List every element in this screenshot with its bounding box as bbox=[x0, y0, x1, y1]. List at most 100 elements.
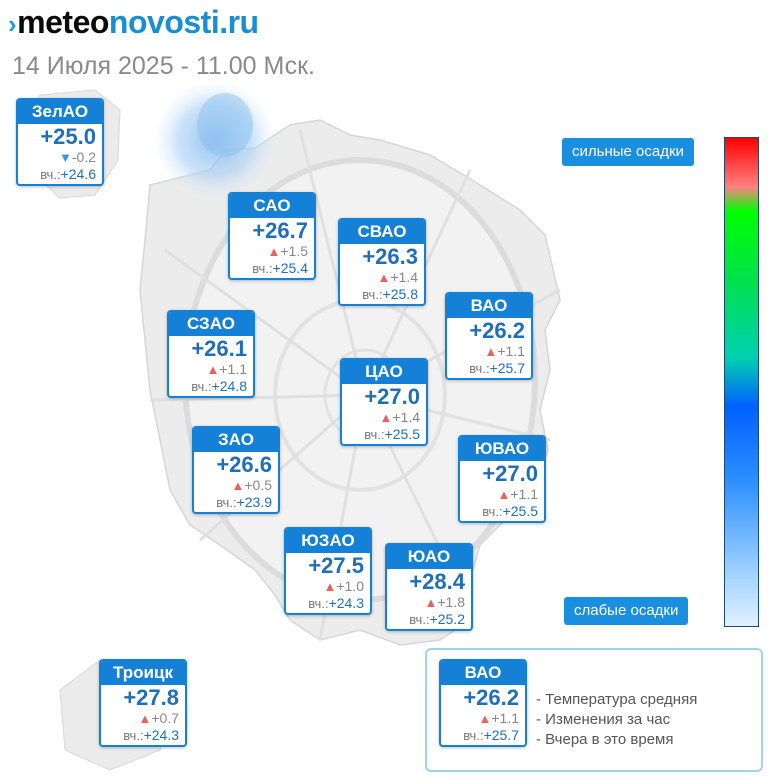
avg-temperature: +28.4 bbox=[409, 569, 465, 594]
district-card-sao: САО +26.7 ▲+1.5 вч.:+25.4 bbox=[228, 192, 316, 280]
up-arrow-icon: ▲ bbox=[379, 410, 393, 425]
avg-temperature: +26.3 bbox=[362, 244, 418, 269]
district-card-yuvao: ЮВАО +27.0 ▲+1.1 вч.:+25.5 bbox=[458, 435, 546, 523]
district-name: ЮВАО bbox=[460, 437, 544, 461]
district-name: ЦАО bbox=[342, 360, 426, 384]
scale-label-heavy: сильные осадки bbox=[562, 138, 694, 166]
avg-temperature: +26.7 bbox=[252, 218, 308, 243]
up-arrow-icon: ▲ bbox=[484, 344, 498, 359]
yesterday-temp: вч.:+25.5 bbox=[460, 502, 544, 521]
district-name: САО bbox=[230, 194, 314, 218]
yesterday-label: вч.: bbox=[40, 167, 61, 182]
yesterday-label: вч.: bbox=[364, 427, 385, 442]
yesterday-value: +25.8 bbox=[382, 286, 418, 302]
logo-mark-icon: › bbox=[8, 9, 17, 39]
district-name: ЗелАО bbox=[18, 100, 102, 124]
yesterday-temp: вч.:+25.5 bbox=[342, 425, 426, 444]
yesterday-value: +25.7 bbox=[489, 360, 525, 376]
district-name: ВАО bbox=[441, 661, 525, 685]
change-value: +1.1 bbox=[219, 361, 247, 377]
up-arrow-icon: ▲ bbox=[231, 478, 245, 493]
avg-temperature: +27.0 bbox=[364, 384, 420, 409]
logo-text-meteo: meteo bbox=[17, 4, 109, 40]
yesterday-value: +24.8 bbox=[211, 378, 247, 394]
hourly-change: ▲+1.4 bbox=[342, 409, 426, 425]
avg-temperature: +26.1 bbox=[191, 336, 247, 361]
district-card-vao: ВАО +26.2 ▲+1.1 вч.:+25.7 bbox=[445, 292, 533, 380]
yesterday-value: +25.4 bbox=[272, 260, 308, 276]
district-card-cao: ЦАО +27.0 ▲+1.4 вч.:+25.5 bbox=[340, 358, 428, 446]
up-arrow-icon: ▲ bbox=[323, 579, 337, 594]
change-value: +1.8 bbox=[437, 594, 465, 610]
avg-temperature: +26.2 bbox=[463, 685, 519, 710]
yesterday-temp: вч.:+24.6 bbox=[18, 165, 102, 184]
precipitation-color-scale bbox=[724, 137, 759, 627]
legend-item-hourly-change: - Изменения за час bbox=[536, 711, 671, 728]
district-card-zao: ЗАО +26.6 ▲+0.5 вч.:+23.9 bbox=[192, 426, 280, 514]
avg-temperature: +26.6 bbox=[216, 452, 272, 477]
change-value: +1.0 bbox=[336, 578, 364, 594]
yesterday-value: +24.3 bbox=[328, 595, 364, 611]
legend-descriptions: - Температура средняя - Изменения за час… bbox=[536, 690, 697, 750]
district-card-svao: СВАО +26.3 ▲+1.4 вч.:+25.8 bbox=[338, 218, 426, 306]
up-arrow-icon: ▲ bbox=[267, 244, 281, 259]
scale-label-light: слабые осадки bbox=[564, 597, 689, 625]
hourly-change: ▲+1.1 bbox=[441, 710, 525, 726]
district-card-yuzao: ЮЗАО +27.5 ▲+1.0 вч.:+24.3 bbox=[284, 527, 372, 615]
yesterday-temp: вч.:+24.3 bbox=[286, 594, 370, 613]
hourly-change: ▲+1.1 bbox=[460, 486, 544, 502]
yesterday-label: вч.: bbox=[469, 361, 490, 376]
up-arrow-icon: ▲ bbox=[478, 711, 492, 726]
logo-text-novosti: novosti bbox=[108, 4, 220, 40]
change-value: +0.5 bbox=[244, 477, 272, 493]
district-name: Троицк bbox=[101, 661, 185, 685]
yesterday-value: +24.6 bbox=[60, 166, 96, 182]
hourly-change: ▼-0.2 bbox=[18, 149, 102, 165]
district-card-szao: СЗАО +26.1 ▲+1.1 вч.:+24.8 bbox=[167, 310, 255, 398]
yesterday-temp: вч.:+25.8 bbox=[340, 285, 424, 304]
change-value: +1.1 bbox=[491, 710, 519, 726]
district-card-troitsk: Троицк +27.8 ▲+0.7 вч.:+24.3 bbox=[99, 659, 187, 747]
up-arrow-icon: ▲ bbox=[497, 487, 511, 502]
yesterday-temp: вч.:+24.3 bbox=[101, 726, 185, 745]
district-card-yuao: ЮАО +28.4 ▲+1.8 вч.:+25.2 bbox=[385, 543, 473, 631]
yesterday-value: +25.5 bbox=[384, 426, 420, 442]
legend-item-avg-temp: - Температура средняя bbox=[536, 691, 698, 708]
down-arrow-icon: ▼ bbox=[59, 150, 72, 165]
avg-temperature: +26.2 bbox=[469, 318, 525, 343]
district-name: ВАО bbox=[447, 294, 531, 318]
yesterday-value: +24.3 bbox=[143, 727, 179, 743]
yesterday-temp: вч.:+25.7 bbox=[447, 359, 531, 378]
hourly-change: ▲+1.1 bbox=[447, 343, 531, 359]
yesterday-value: +23.9 bbox=[236, 494, 272, 510]
change-value: +1.4 bbox=[392, 409, 420, 425]
yesterday-label: вч.: bbox=[409, 612, 430, 627]
up-arrow-icon: ▲ bbox=[138, 711, 152, 726]
district-card-zelao: ЗелАО +25.0 ▼-0.2 вч.:+24.6 bbox=[16, 98, 104, 186]
logo-text-domain: .ru bbox=[219, 4, 259, 40]
hourly-change: ▲+1.4 bbox=[340, 269, 424, 285]
district-name: ЮЗАО bbox=[286, 529, 370, 553]
yesterday-label: вч.: bbox=[482, 504, 503, 519]
yesterday-value: +25.5 bbox=[502, 503, 538, 519]
hourly-change: ▲+1.0 bbox=[286, 578, 370, 594]
hourly-change: ▲+1.5 bbox=[230, 243, 314, 259]
yesterday-label: вч.: bbox=[463, 728, 484, 743]
yesterday-label: вч.: bbox=[191, 379, 212, 394]
avg-temperature: +27.8 bbox=[123, 685, 179, 710]
avg-temperature: +27.5 bbox=[308, 553, 364, 578]
legend-sample-card: ВАО +26.2 ▲+1.1 вч.:+25.7 bbox=[439, 659, 527, 747]
change-value: +1.5 bbox=[280, 243, 308, 259]
report-date: 14 Июля 2025 - 11.00 Мск. bbox=[12, 52, 315, 80]
yesterday-temp: вч.:+24.8 bbox=[169, 377, 253, 396]
up-arrow-icon: ▲ bbox=[377, 270, 391, 285]
yesterday-temp: вч.:+25.2 bbox=[387, 610, 471, 629]
site-logo[interactable]: ›meteonovosti.ru bbox=[8, 4, 259, 41]
yesterday-label: вч.: bbox=[308, 596, 329, 611]
hourly-change: ▲+0.7 bbox=[101, 710, 185, 726]
yesterday-temp: вч.:+25.4 bbox=[230, 259, 314, 278]
avg-temperature: +27.0 bbox=[482, 461, 538, 486]
up-arrow-icon: ▲ bbox=[424, 595, 438, 610]
hourly-change: ▲+0.5 bbox=[194, 477, 278, 493]
change-value: +1.4 bbox=[390, 269, 418, 285]
